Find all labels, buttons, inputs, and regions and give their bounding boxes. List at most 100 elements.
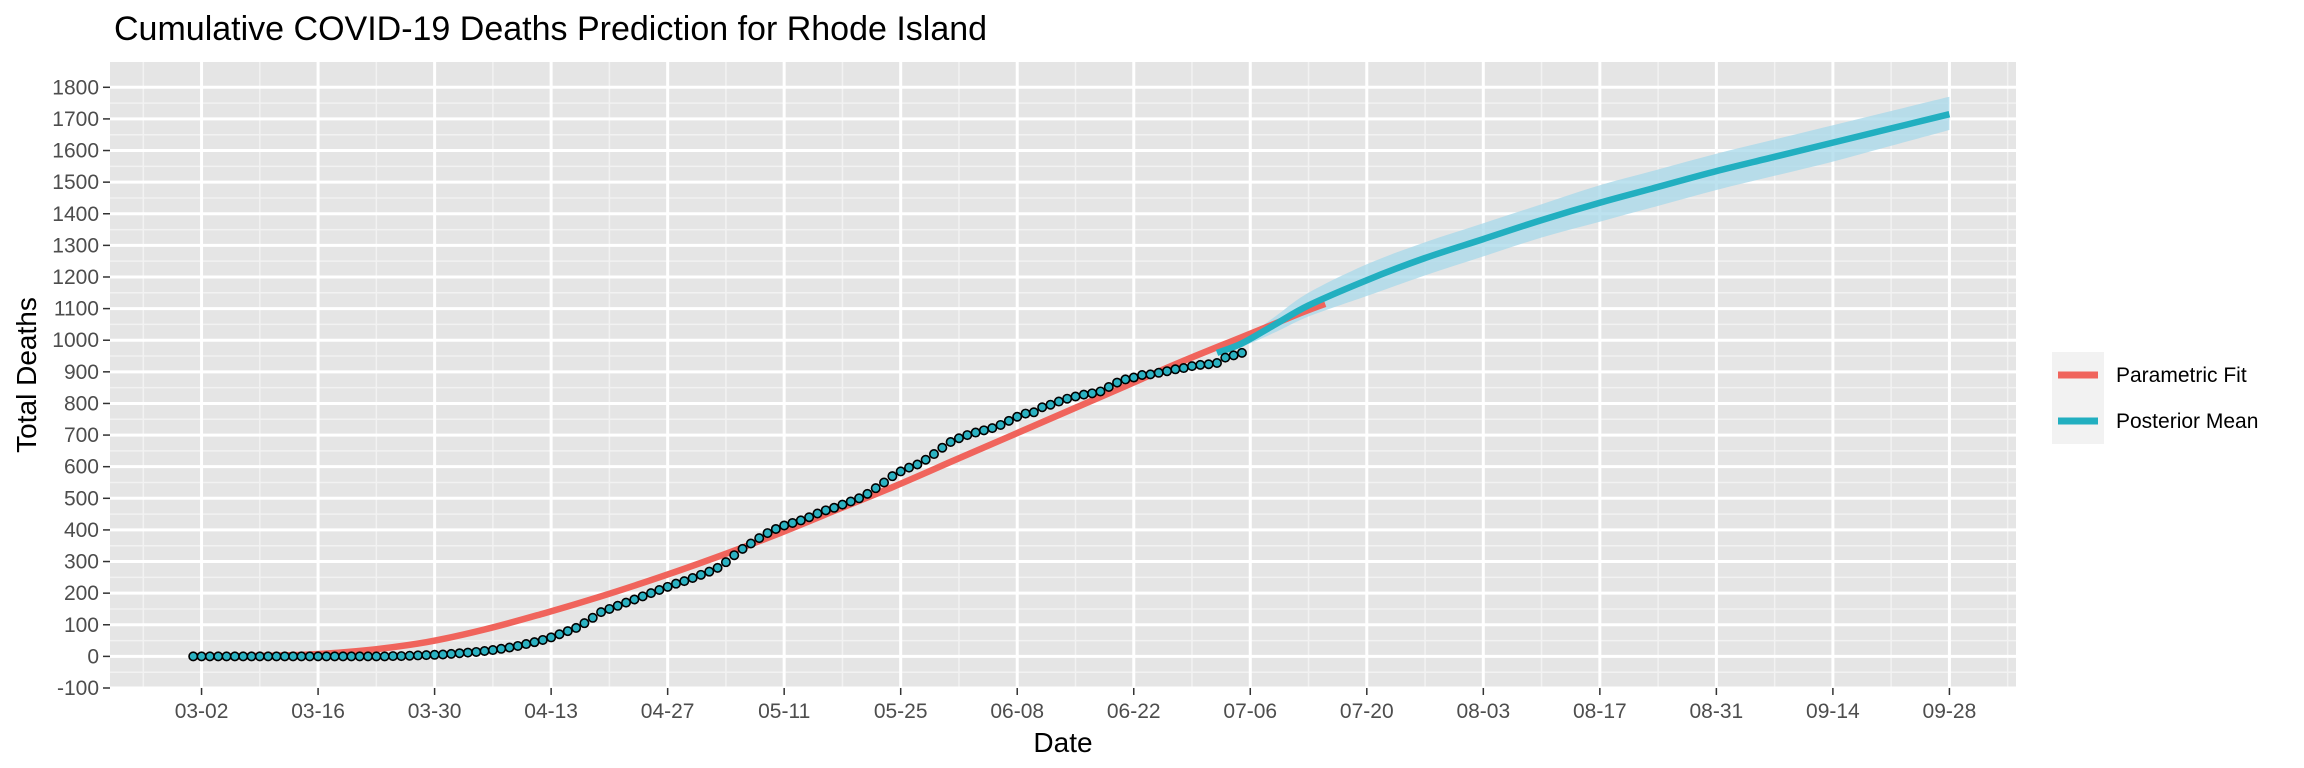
x-tick-label-9: 07-06 xyxy=(1223,700,1277,723)
x-tick-label-0: 03-02 xyxy=(175,700,229,723)
observed-point-114 xyxy=(1137,369,1148,380)
observed-point-38 xyxy=(504,642,515,653)
y-tick-label-14: 1300 xyxy=(52,234,99,257)
observed-point-69 xyxy=(762,528,773,539)
observed-point-82 xyxy=(870,483,881,494)
observed-point-80 xyxy=(854,493,865,504)
observed-point-90 xyxy=(937,442,948,453)
observed-point-106 xyxy=(1070,391,1081,402)
observed-point-99 xyxy=(1012,411,1023,422)
legend-label-posterior-mean: Posterior Mean xyxy=(2116,410,2258,433)
observed-point-53 xyxy=(629,594,640,605)
observed-point-27 xyxy=(412,650,423,661)
y-tick-label-13: 1200 xyxy=(52,266,99,289)
grid-minor xyxy=(110,62,2016,688)
observed-point-6 xyxy=(238,651,249,662)
observed-point-79 xyxy=(845,496,856,507)
observed-point-65 xyxy=(729,550,740,561)
observed-point-25 xyxy=(396,651,407,662)
observed-point-44 xyxy=(554,629,565,640)
observed-point-110 xyxy=(1103,382,1114,393)
observed-point-52 xyxy=(621,597,632,608)
observed-point-42 xyxy=(537,634,548,645)
observed-point-33 xyxy=(462,647,473,658)
observed-point-72 xyxy=(787,517,798,528)
observed-point-9 xyxy=(263,651,274,662)
observed-point-116 xyxy=(1153,367,1164,378)
observed-point-115 xyxy=(1145,369,1156,380)
observed-point-37 xyxy=(496,643,507,654)
observed-point-112 xyxy=(1120,374,1131,385)
y-tick-label-7: 600 xyxy=(64,456,99,479)
observed-point-30 xyxy=(437,649,448,660)
observed-point-124 xyxy=(1220,352,1231,363)
observed-point-0 xyxy=(188,651,199,662)
observed-point-68 xyxy=(754,533,765,544)
observed-point-117 xyxy=(1162,366,1173,377)
observed-point-13 xyxy=(296,651,307,662)
x-tick-label-12: 08-17 xyxy=(1573,700,1627,723)
x-tick-label-14: 09-14 xyxy=(1806,700,1860,723)
observed-point-47 xyxy=(579,618,590,629)
observed-point-17 xyxy=(329,651,340,662)
x-tick-label-2: 03-30 xyxy=(408,700,462,723)
observed-point-76 xyxy=(820,505,831,516)
observed-point-88 xyxy=(920,454,931,465)
observed-point-74 xyxy=(804,512,815,523)
observed-point-55 xyxy=(646,588,657,599)
observed-point-95 xyxy=(978,425,989,436)
observed-point-2 xyxy=(204,651,215,662)
observed-point-67 xyxy=(745,538,756,549)
x-tick-label-8: 06-22 xyxy=(1107,700,1161,723)
observed-point-92 xyxy=(953,433,964,444)
observed-point-48 xyxy=(587,612,598,623)
observed-point-109 xyxy=(1095,386,1106,397)
observed-point-39 xyxy=(512,640,523,651)
observed-point-104 xyxy=(1053,396,1064,407)
observed-point-107 xyxy=(1078,389,1089,400)
y-tick-label-11: 1000 xyxy=(52,329,99,352)
observed-point-121 xyxy=(1195,359,1206,370)
observed-point-125 xyxy=(1228,350,1239,361)
observed-point-118 xyxy=(1170,364,1181,375)
observed-point-70 xyxy=(770,523,781,534)
y-tick-label-10: 900 xyxy=(64,361,99,384)
observed-point-64 xyxy=(720,557,731,568)
y-axis-ticks: -100 0 100 200 300 400 500 600 700 800 900 1000 1100… xyxy=(52,76,110,700)
observed-point-77 xyxy=(829,502,840,513)
observed-point-100 xyxy=(1020,408,1031,419)
observed-point-57 xyxy=(662,581,673,592)
x-tick-label-10: 07-20 xyxy=(1340,700,1394,723)
observed-point-85 xyxy=(895,466,906,477)
observed-point-119 xyxy=(1178,363,1189,374)
observed-points xyxy=(188,347,1247,662)
observed-point-108 xyxy=(1087,388,1098,399)
y-tick-label-8: 700 xyxy=(64,424,99,447)
observed-point-41 xyxy=(529,637,540,648)
observed-point-31 xyxy=(446,648,457,659)
observed-point-84 xyxy=(887,471,898,482)
legend: Parametric Fit Posterior Mean xyxy=(2052,352,2258,444)
observed-point-58 xyxy=(670,578,681,589)
observed-point-54 xyxy=(637,591,648,602)
observed-point-71 xyxy=(779,520,790,531)
y-tick-label-18: 1700 xyxy=(52,108,99,131)
observed-point-19 xyxy=(346,651,357,662)
observed-point-123 xyxy=(1211,357,1222,368)
observed-point-93 xyxy=(962,430,973,441)
y-tick-label-2: 100 xyxy=(64,614,99,637)
observed-point-10 xyxy=(271,651,282,662)
observed-point-34 xyxy=(471,646,482,657)
observed-point-111 xyxy=(1112,377,1123,388)
observed-point-66 xyxy=(737,543,748,554)
x-tick-label-4: 04-27 xyxy=(641,700,695,723)
observed-point-94 xyxy=(970,427,981,438)
observed-point-120 xyxy=(1187,361,1198,372)
observed-point-49 xyxy=(596,607,607,618)
x-tick-label-3: 04-13 xyxy=(524,700,578,723)
observed-point-32 xyxy=(454,648,465,659)
observed-point-61 xyxy=(695,569,706,580)
observed-point-89 xyxy=(928,449,939,460)
observed-point-23 xyxy=(379,651,390,662)
